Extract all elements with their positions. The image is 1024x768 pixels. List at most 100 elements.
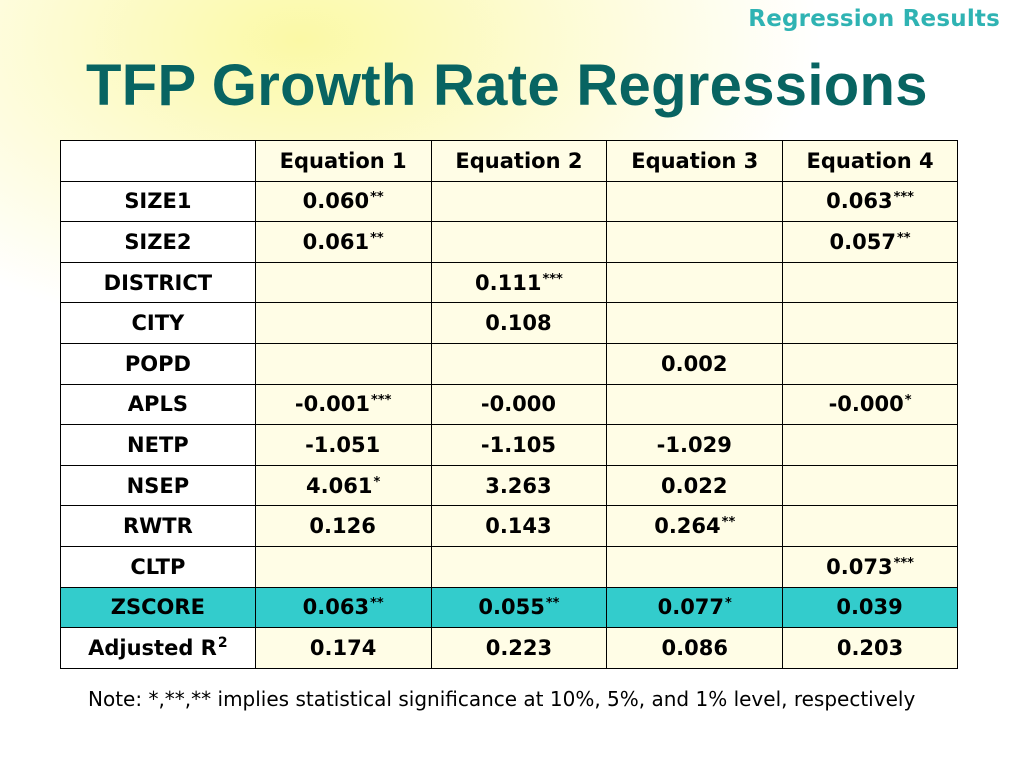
coefficient-cell: 0.057**	[782, 221, 958, 263]
coefficient-cell	[782, 424, 958, 466]
table-body: Equation 1 Equation 2 Equation 3 Equatio…	[60, 140, 958, 669]
coefficient-cell: -1.029	[606, 424, 784, 466]
coefficient-cell: -0.000	[430, 383, 608, 426]
column-header: Equation 4	[782, 140, 958, 182]
column-header: Equation 1	[254, 140, 432, 182]
coefficient-cell	[606, 545, 784, 588]
coefficient-cell	[606, 302, 784, 344]
coefficient-cell: 0.002	[606, 342, 784, 385]
significance-stars: **	[896, 230, 911, 246]
coefficient-value: 0.126	[309, 514, 376, 539]
significance-stars: **	[545, 596, 560, 612]
r2-value-cell: 0.203	[782, 627, 958, 669]
significance-note: Note: *,**,** implies statistical signif…	[88, 687, 916, 711]
coefficient-value: -1.051	[305, 432, 381, 457]
coefficient-cell	[430, 221, 608, 263]
coefficient-value: -1.029	[656, 432, 732, 457]
coefficient-value: -0.000	[480, 392, 557, 417]
row-label-text: Adjusted R	[88, 636, 217, 661]
coefficient-cell	[430, 180, 608, 223]
coefficient-value: 0.055	[478, 595, 545, 620]
coefficient-cell: 0.126	[254, 505, 432, 547]
coefficient-cell	[782, 342, 958, 385]
row-label: POPD	[60, 342, 256, 385]
table-row: ZSCORE 0.063** 0.055** 0.077* 0.039	[60, 586, 958, 629]
table-row: CITY 0.108	[60, 302, 958, 344]
coefficient-value: 0.060	[302, 189, 370, 214]
coefficient-cell: 0.077*	[606, 586, 784, 629]
coefficient-cell: 0.111***	[430, 261, 608, 304]
significance-stars: *	[904, 393, 912, 409]
row-label: Adjusted R2	[60, 627, 256, 669]
coefficient-cell	[782, 261, 958, 304]
adjusted-r2-row: Adjusted R2 0.174 0.223 0.086 0.203	[60, 627, 958, 669]
table-row: SIZE2 0.061** 0.057**	[60, 221, 958, 263]
table-row: RWTR 0.126 0.143 0.264**	[60, 505, 958, 547]
r2-value-cell: 0.223	[430, 627, 608, 669]
row-label: SIZE2	[60, 221, 256, 263]
coefficient-value: 4.061	[306, 473, 373, 498]
coefficient-cell	[782, 505, 958, 547]
regression-table: Equation 1 Equation 2 Equation 3 Equatio…	[60, 140, 958, 669]
table-row: CLTP 0.073***	[60, 545, 958, 588]
coefficient-value: -0.001	[294, 392, 371, 417]
coefficient-value: 0.108	[485, 311, 552, 336]
coefficient-cell	[606, 221, 784, 263]
coefficient-cell	[254, 545, 432, 588]
coefficient-value: 0.063	[302, 595, 370, 620]
coefficient-cell	[782, 464, 958, 507]
coefficient-value: 0.143	[485, 514, 552, 539]
row-label: NETP	[60, 424, 256, 466]
coefficient-cell	[606, 180, 784, 223]
coefficient-cell: 0.055**	[430, 586, 608, 629]
coefficient-cell	[254, 302, 432, 344]
coefficient-value: 0.077	[657, 595, 725, 620]
coefficient-cell	[430, 545, 608, 588]
r2-value-cell: 0.174	[254, 627, 432, 669]
section-label: Regression Results	[748, 6, 1000, 32]
coefficient-cell	[254, 342, 432, 385]
coefficient-cell: 0.061**	[254, 221, 432, 263]
significance-stars: **	[370, 230, 384, 246]
corner-cell	[60, 140, 256, 182]
coefficient-cell	[606, 383, 784, 426]
coefficient-cell	[606, 261, 784, 304]
coefficient-value: 0.039	[836, 595, 903, 620]
coefficient-cell: 4.061*	[254, 464, 432, 507]
coefficient-cell: 3.263	[430, 464, 608, 507]
coefficient-value: 0.063	[826, 189, 893, 214]
table-row: NETP -1.051 -1.105 -1.029	[60, 424, 958, 466]
coefficient-cell: 0.039	[782, 586, 958, 629]
coefficient-value: 0.057	[829, 229, 896, 254]
coefficient-value: 0.073	[826, 554, 893, 579]
significance-stars: ***	[542, 271, 563, 287]
column-header: Equation 2	[430, 140, 608, 182]
coefficient-cell: -0.001***	[254, 383, 432, 426]
coefficient-cell: 0.022	[606, 464, 784, 507]
coefficient-cell	[254, 261, 432, 304]
significance-stars: ***	[893, 190, 914, 206]
significance-stars: **	[721, 515, 736, 531]
header-row: Equation 1 Equation 2 Equation 3 Equatio…	[60, 140, 958, 182]
coefficient-cell: 0.108	[430, 302, 608, 344]
coefficient-value: 0.022	[661, 473, 728, 498]
row-label: NSEP	[60, 464, 256, 507]
significance-stars: ***	[893, 555, 914, 571]
coefficient-cell: 0.060**	[254, 180, 432, 223]
row-label: SIZE1	[60, 180, 256, 223]
coefficient-cell: -1.051	[254, 424, 432, 466]
row-label: DISTRICT	[60, 261, 256, 304]
coefficient-cell: 0.143	[430, 505, 608, 547]
row-label: CITY	[60, 302, 256, 344]
coefficient-cell: 0.264**	[606, 505, 784, 547]
slide-title: TFP Growth Rate Regressions	[86, 53, 928, 118]
coefficient-value: 0.002	[661, 351, 728, 376]
coefficient-value: -0.000	[828, 392, 904, 417]
row-label: APLS	[60, 383, 256, 426]
coefficient-cell	[430, 342, 608, 385]
superscript: 2	[217, 635, 228, 652]
significance-stars: ***	[371, 393, 392, 409]
coefficient-cell: -1.105	[430, 424, 608, 466]
table-row: POPD 0.002	[60, 342, 958, 385]
coefficient-value: 0.061	[302, 229, 370, 254]
